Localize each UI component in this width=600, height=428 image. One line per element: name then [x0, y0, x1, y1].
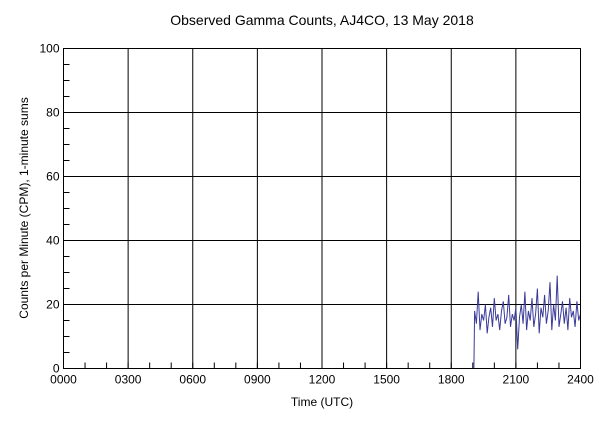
x-axis-label: Time (UTC): [291, 395, 353, 409]
x-tick-label: 0600: [179, 373, 206, 387]
y-tick-label: 40: [46, 234, 60, 248]
x-tick-label: 1200: [309, 373, 336, 387]
x-tick-label: 1800: [438, 373, 465, 387]
y-tick-label: 80: [46, 106, 60, 120]
series-line: [473, 275, 581, 369]
plot-frame: [63, 48, 581, 369]
y-tick-label: 0: [53, 362, 60, 376]
x-tick-label: 0300: [115, 373, 142, 387]
x-tick-labels: 0000 0300 0600 0900 1200 1500 1800 2100 2400: [50, 373, 594, 387]
x-tick-label: 0000: [50, 373, 77, 387]
y-tick-labels: 0 20 40 60 80 100: [39, 42, 59, 376]
x-tick-label: 1500: [373, 373, 400, 387]
x-tick-label: 2400: [567, 373, 594, 387]
grid: [63, 48, 581, 369]
x-tick-label: 0900: [244, 373, 271, 387]
y-tick-label: 20: [46, 298, 60, 312]
y-axis-label: Counts per Minute (CPM), 1-minute sums: [17, 97, 31, 318]
y-tick-label: 100: [39, 42, 59, 56]
x-tick-label: 2100: [503, 373, 530, 387]
y-tick-label: 60: [46, 170, 60, 184]
chart-title: Observed Gamma Counts, AJ4CO, 13 May 201…: [170, 12, 474, 28]
